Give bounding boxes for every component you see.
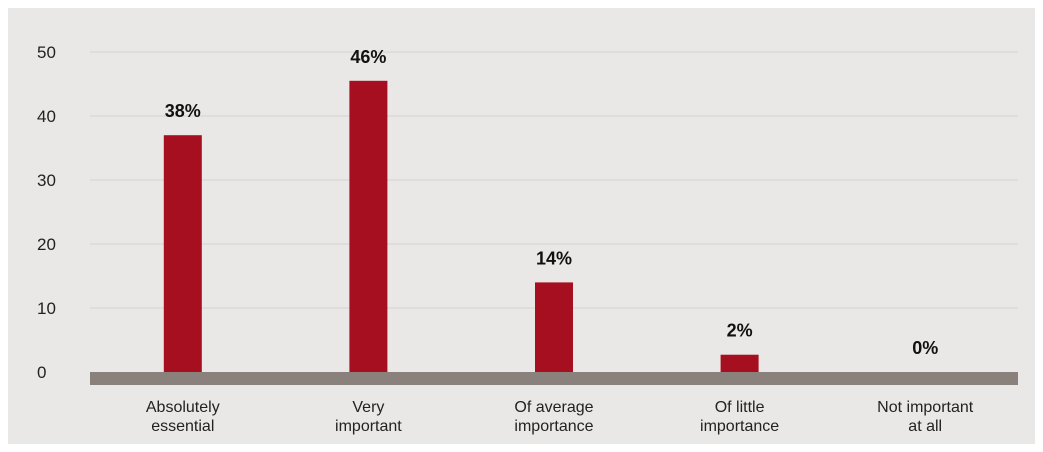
bar-3 (720, 354, 759, 372)
category-label-1: Very important (335, 399, 402, 435)
data-label-1: 46% (350, 47, 386, 67)
data-label-0: 38% (165, 101, 201, 121)
category-label-4: Not important at all (877, 399, 974, 435)
y-tick-label-0: 0 (37, 363, 46, 382)
y-axis-ticks: 0 10 20 30 40 50 (37, 43, 56, 382)
category-label-line: Of average (514, 399, 593, 416)
y-tick-label-10: 10 (37, 299, 56, 318)
category-label-line: Very (352, 399, 384, 416)
bar-2 (535, 282, 573, 372)
y-tick-label-50: 50 (37, 43, 56, 62)
data-label-4: 0% (912, 338, 938, 358)
gridlines (90, 51, 1018, 309)
baseline-band (90, 372, 1018, 385)
category-label-line: important (335, 418, 402, 435)
category-label-line: importance (700, 418, 779, 435)
y-tick-label-40: 40 (37, 107, 56, 126)
category-labels: Absolutely essential Very important Of avera… (146, 399, 974, 435)
category-label-line: Not important (877, 399, 974, 416)
y-tick-label-20: 20 (37, 235, 56, 254)
category-label-line: Of little (715, 399, 765, 416)
bar-0 (163, 135, 202, 372)
category-label-line: Absolutely (146, 399, 220, 416)
category-label-line: importance (514, 418, 593, 435)
y-tick-label-30: 30 (37, 171, 56, 190)
category-label-line: at all (908, 418, 942, 435)
bars (163, 80, 759, 373)
category-label-line: essential (151, 418, 214, 435)
category-label-2: Of average importance (514, 399, 593, 435)
data-label-3: 2% (727, 321, 753, 341)
data-labels: 38% 46% 14% 2% 0% (165, 47, 938, 358)
baseline (90, 372, 1018, 385)
bar-1 (349, 80, 388, 373)
category-label-0: Absolutely essential (146, 399, 220, 435)
category-label-3: Of little importance (700, 399, 779, 435)
data-label-2: 14% (536, 248, 572, 268)
